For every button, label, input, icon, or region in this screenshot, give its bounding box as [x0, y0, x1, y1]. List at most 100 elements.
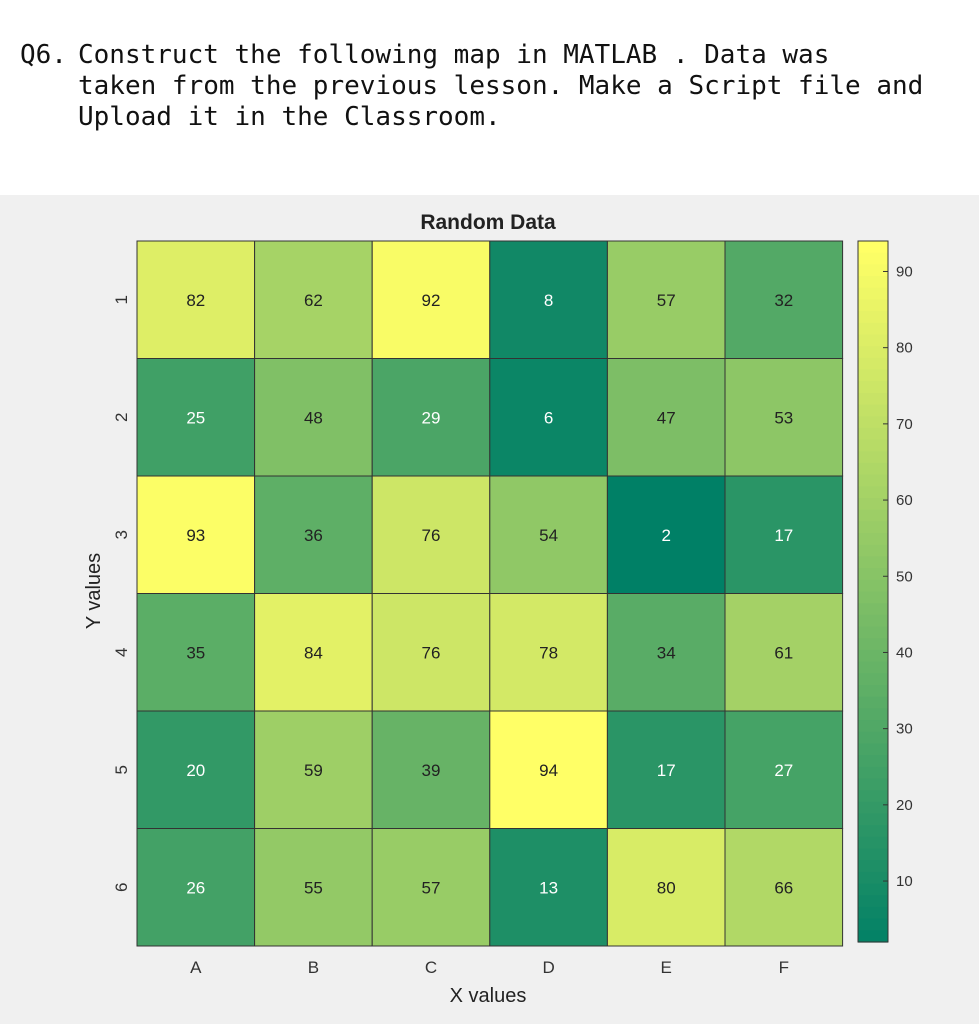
cell-value-label: 61	[774, 643, 793, 662]
colorbar-band	[858, 895, 888, 908]
colorbar: 10 20 30 40 50 60 70 80 90	[857, 240, 913, 943]
colorbar-band	[858, 743, 888, 756]
heatmap-cell	[606, 710, 726, 829]
heatmap-cell	[254, 240, 373, 359]
question-text: Construct the following map in MATLAB . …	[78, 40, 924, 132]
cell-value-label: 92	[422, 291, 441, 310]
x-tick-label: F	[779, 958, 789, 977]
colorbar-band	[858, 334, 888, 347]
x-axis-ticks: A B C D E F	[190, 958, 789, 977]
y-tick-label: 4	[112, 648, 131, 657]
heatmap-cell	[606, 240, 726, 359]
y-tick-label: 3	[112, 530, 131, 539]
colorbar-band	[858, 778, 888, 791]
cell-value-label: 6	[544, 408, 553, 427]
cell-value-label: 80	[657, 878, 676, 897]
cell-value-label: 17	[657, 761, 676, 780]
colorbar-band	[858, 346, 888, 359]
cell-value-label: 84	[304, 643, 323, 662]
heatmap-cell	[489, 593, 608, 712]
colorbar-band	[858, 498, 888, 511]
cell-value-label: 34	[657, 643, 676, 662]
colorbar-band	[858, 276, 888, 289]
heatmap-cell	[136, 710, 256, 829]
cell-value-label: 76	[422, 526, 441, 545]
colorbar-band	[858, 813, 888, 826]
chart-title: Random Data	[420, 211, 556, 234]
colorbar-band	[858, 287, 888, 301]
heatmap-cell	[489, 475, 608, 594]
heatmap-cell	[136, 240, 256, 359]
cell-value-label: 66	[774, 878, 793, 897]
colorbar-tick-label: 40	[896, 644, 913, 661]
colorbar-frame	[857, 240, 889, 943]
cell-value-label: 59	[304, 761, 323, 780]
cell-value-label: 55	[304, 878, 323, 897]
heatmap-cell	[489, 240, 608, 359]
colorbar-band	[858, 392, 888, 406]
cell-value-label: 8	[544, 291, 553, 310]
y-axis-label: Y values	[83, 553, 105, 629]
cell-value-label: 29	[422, 408, 441, 427]
colorbar-band	[858, 533, 888, 546]
colorbar-band	[858, 252, 888, 265]
colorbar-band	[858, 708, 888, 721]
colorbar-band	[858, 684, 888, 698]
colorbar-band	[858, 930, 888, 943]
colorbar-band	[858, 591, 888, 604]
colorbar-band	[858, 509, 888, 522]
colorbar-band	[858, 848, 888, 861]
cell-value-label: 76	[422, 643, 441, 662]
colorbar-tick-label: 70	[896, 416, 913, 433]
heatmap-cell	[724, 240, 844, 359]
colorbar-band	[858, 766, 888, 780]
heatmap-cell	[724, 358, 844, 477]
heatmap-cell	[724, 475, 844, 594]
heatmap-cell	[606, 593, 726, 712]
colorbar-band	[858, 860, 888, 873]
heatmap-cell	[371, 475, 491, 594]
colorbar-band	[858, 603, 888, 616]
cell-value-label: 57	[657, 291, 676, 310]
x-tick-label: D	[542, 958, 554, 977]
colorbar-band	[858, 521, 888, 534]
colorbar-band	[858, 661, 888, 674]
cell-value-label: 39	[422, 761, 441, 780]
colorbar-band	[858, 673, 888, 686]
colorbar-band	[858, 883, 888, 896]
colorbar-band	[858, 462, 888, 476]
cell-value-label: 53	[774, 408, 793, 427]
cell-value-label: 62	[304, 291, 323, 310]
question-number: Q6.	[20, 40, 67, 70]
colorbar-band	[858, 486, 888, 499]
heatmap-cell	[254, 358, 373, 477]
heatmap-cell	[136, 828, 256, 947]
y-tick-label: 5	[112, 765, 131, 774]
colorbar-band	[858, 404, 888, 417]
colorbar-band	[858, 731, 888, 744]
heatmap-cell	[254, 593, 373, 712]
cell-value-label: 82	[186, 291, 205, 310]
y-tick-label: 6	[112, 883, 131, 892]
colorbar-band	[858, 299, 888, 312]
cell-value-label: 93	[186, 526, 205, 545]
heatmap-cell	[724, 710, 844, 829]
colorbar-tick-label: 20	[896, 797, 913, 814]
heatmap-cell	[136, 593, 256, 712]
colorbar-band	[858, 825, 888, 838]
heatmap-cell	[136, 475, 256, 594]
x-axis-label: X values	[450, 985, 527, 1007]
cell-value-label: 17	[774, 526, 793, 545]
colorbar-tick-label: 10	[896, 873, 913, 890]
colorbar-band	[858, 451, 888, 464]
cell-value-label: 26	[186, 878, 205, 897]
cell-value-label: 27	[774, 761, 793, 780]
colorbar-tick-label: 30	[896, 721, 913, 738]
cell-value-label: 35	[186, 643, 205, 662]
heatmap-cell	[606, 475, 726, 594]
colorbar-band	[858, 427, 888, 441]
colorbar-band	[858, 626, 888, 639]
cell-value-label: 20	[186, 761, 205, 780]
colorbar-band	[858, 649, 888, 663]
